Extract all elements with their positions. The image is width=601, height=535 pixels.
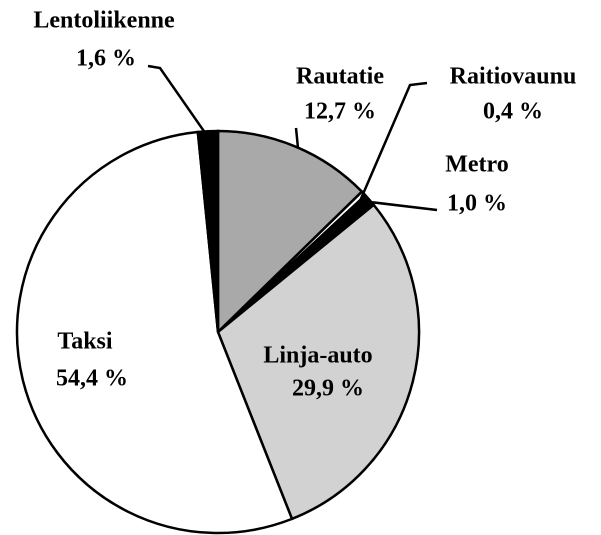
value-label: 1,6 % [76, 46, 136, 72]
pie-slice [216, 203, 421, 521]
pie-slice [15, 130, 294, 535]
slice-label: Linja-auto [263, 343, 372, 369]
leader-line [294, 127, 300, 149]
slice-label: Taksi [57, 329, 112, 355]
pie-slice [196, 129, 220, 333]
value-label: 0,4 % [483, 99, 543, 125]
value-label: 1,0 % [447, 191, 507, 217]
slice-label: Lentoliikenne [33, 8, 175, 34]
value-label: 54,4 % [56, 366, 128, 392]
leader-line [369, 200, 438, 212]
value-label: 29,9 % [292, 376, 364, 402]
slice-label: Metro [445, 152, 509, 178]
pie-slice [216, 129, 364, 335]
leader-line [147, 64, 210, 138]
slice-label: Raitiovaunu [450, 64, 577, 90]
value-label: 12,7 % [304, 99, 376, 125]
slice-label: Rautatie [296, 64, 384, 90]
leader-line [358, 81, 428, 202]
